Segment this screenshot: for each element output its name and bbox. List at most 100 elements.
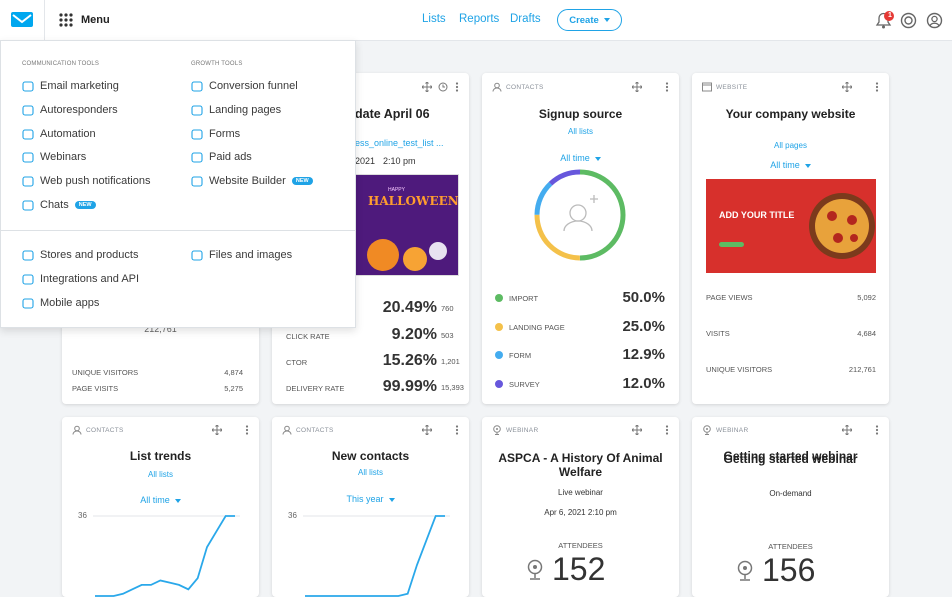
logo[interactable] [11, 12, 33, 27]
move-handle-part [422, 82, 432, 92]
menu-item[interactable]: Mobile apps [40, 296, 100, 309]
nav-link[interactable]: Reports [459, 13, 500, 25]
menu-item-icon-part [191, 129, 203, 140]
move-handle[interactable] [632, 425, 642, 435]
filter-link[interactable]: All lists [148, 470, 173, 479]
card-menu-part [875, 82, 879, 92]
logo-part [12, 14, 32, 24]
menu-item[interactable]: Automation [40, 128, 96, 140]
card-menu-part-part [455, 89, 459, 92]
card-menu-part [455, 82, 459, 92]
menu-item[interactable]: Files and images [209, 249, 293, 261]
menu-item[interactable]: Webinars [40, 151, 86, 163]
help-icon[interactable] [900, 12, 917, 29]
total-value: 212,761 [144, 324, 177, 334]
card-menu[interactable] [665, 82, 669, 92]
menu-item[interactable]: Forms [209, 128, 240, 140]
image-caption-small: HAPPY [388, 187, 405, 193]
new-badge: NEW [74, 201, 96, 210]
card-menu[interactable] [665, 425, 669, 435]
menu-item[interactable]: Landing pages [209, 104, 281, 116]
time: 2:10 pm [383, 156, 416, 166]
menu-item[interactable]: Stores and products [40, 249, 139, 261]
section-icon-part [703, 425, 711, 433]
pizza [809, 193, 875, 259]
menu-item-label: Conversion funnel [209, 80, 298, 92]
metric-label: PAGE VISITS [72, 384, 119, 393]
card-menu-part-part [665, 428, 669, 432]
move-handle[interactable] [212, 425, 222, 435]
webinar-icon-part [743, 566, 747, 570]
menu-item-icon [191, 81, 203, 92]
period-dropdown[interactable]: All time [482, 148, 679, 166]
metric-value: 20.49% [382, 299, 437, 316]
menu-item[interactable]: Website Builder NEW [209, 175, 313, 187]
webinar-icon-part [740, 575, 750, 581]
section-label: CONTACTS [86, 427, 124, 434]
menu-item-icon [191, 152, 203, 163]
move-handle-part [842, 82, 852, 92]
move-handle[interactable] [422, 425, 432, 435]
menu-item[interactable]: Integrations and API [40, 272, 140, 285]
menu-item[interactable]: Web push notifications [40, 175, 150, 187]
donut-segment [579, 169, 626, 261]
y-tick-label: 36 [78, 511, 87, 520]
section-icon [703, 425, 711, 435]
menu-item-label: Webinars [40, 151, 87, 164]
menu-item[interactable]: Paid ads [209, 151, 252, 163]
preview-title: ADD YOUR TITLE [719, 210, 795, 220]
create-button[interactable]: Create [557, 9, 622, 31]
menu-item[interactable]: Autoresponders [40, 104, 118, 116]
move-handle-part [842, 425, 852, 435]
menu-item-icon-part [22, 250, 34, 261]
move-handle[interactable] [842, 425, 852, 435]
menu-item-icon [191, 129, 203, 140]
card-menu-part-part [455, 432, 459, 435]
card-menu-part-part [875, 85, 879, 89]
period-dropdown[interactable]: All time [62, 490, 259, 508]
menu-item-icon-part [22, 274, 34, 285]
filter-link[interactable]: All pages [774, 141, 807, 150]
filter-link[interactable]: All lists [358, 468, 383, 477]
webinar-icon-part [533, 565, 537, 569]
schedule-icon[interactable] [438, 82, 448, 92]
webinar-type: On-demand [769, 489, 812, 498]
webinar-icon [737, 560, 753, 581]
menu-icon[interactable] [59, 13, 73, 27]
section-icon [702, 82, 712, 92]
account-icon[interactable] [926, 12, 943, 29]
menu-item-icon-part [22, 81, 34, 92]
filter-link[interactable]: All lists [568, 127, 593, 136]
card-menu[interactable] [455, 82, 459, 92]
section-label: WEBINAR [716, 427, 749, 434]
card-title: ASPCA - A History Of Animal Welfare [498, 451, 663, 479]
menu-item[interactable]: Email marketing [40, 80, 119, 92]
move-handle[interactable] [632, 82, 642, 92]
menu-item-label: Chats [40, 199, 69, 211]
card-menu[interactable] [875, 82, 879, 92]
metric-count: 503 [441, 331, 454, 340]
help-icon-part [904, 16, 913, 25]
new-badge: NEW [291, 177, 313, 186]
menu-label[interactable]: Menu [81, 14, 110, 26]
period-dropdown[interactable]: This year [272, 489, 469, 507]
webinar-icon-part [527, 559, 543, 575]
move-handle[interactable] [422, 82, 432, 92]
notifications-icon[interactable] [874, 10, 896, 30]
schedule-icon-part [438, 82, 448, 92]
attendees-count: 156 [762, 552, 816, 588]
move-handle[interactable] [842, 82, 852, 92]
nav-link[interactable]: Lists [422, 13, 446, 25]
card-menu[interactable] [875, 425, 879, 435]
card-menu-part-part [875, 425, 879, 428]
nav-link[interactable]: Drafts [510, 13, 541, 25]
period-dropdown[interactable]: All time [692, 155, 889, 173]
card-menu[interactable] [245, 425, 249, 435]
menu-item[interactable]: Conversion funnel [209, 80, 298, 92]
donut-segment [534, 214, 580, 261]
card-menu[interactable] [455, 425, 459, 435]
list-link[interactable]: ess_online_test_list ... [355, 138, 444, 148]
menu-icon-part-part [64, 18, 68, 22]
menu-item[interactable]: Chats NEW [40, 199, 96, 211]
